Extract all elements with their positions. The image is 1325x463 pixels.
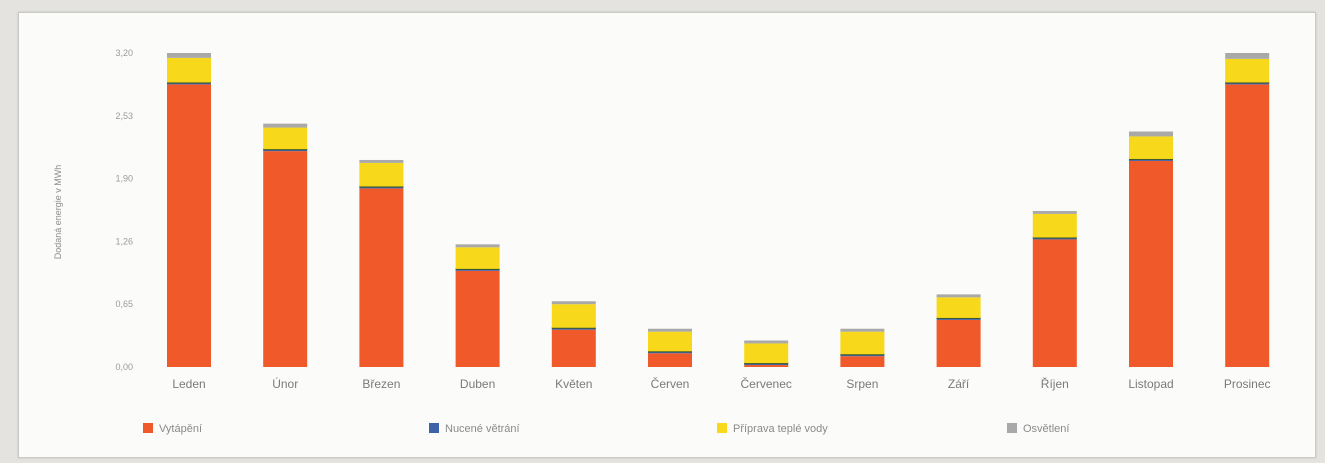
bar-segment: [551, 329, 596, 367]
legend-label: Vytápění: [159, 423, 202, 435]
bar-segment: [1032, 239, 1077, 367]
bar-segment: [840, 331, 885, 355]
bar-segment: [455, 244, 500, 248]
bar-segment: [648, 328, 692, 332]
bar-segment: [455, 247, 500, 269]
y-tick-label: 0,65: [115, 299, 133, 309]
legend-swatch: [717, 423, 727, 433]
bar-segment: [648, 353, 692, 367]
x-tick-label: Květen: [555, 377, 592, 391]
bar-segment: [744, 343, 789, 364]
y-tick-label: 1,90: [115, 174, 133, 184]
x-tick-label: Duben: [460, 377, 495, 391]
bar-divider: [263, 148, 308, 151]
x-tick-label: Srpen: [846, 377, 878, 391]
x-tick-label: Červen: [651, 376, 690, 391]
y-tick-label: 2,53: [115, 111, 133, 121]
bar-segment: [1225, 53, 1270, 59]
bar-segment: [1032, 213, 1077, 238]
legend-label: Nucené větrání: [445, 423, 520, 435]
legend: Vytápění Nucené větrání Příprava teplé vod…: [143, 423, 1069, 435]
y-tick-label: 0,00: [115, 362, 133, 372]
x-tick-label: Leden: [172, 377, 205, 391]
bar-segment: [551, 301, 596, 305]
y-tick-label: 1,26: [115, 236, 133, 246]
chart-panel: [18, 12, 1316, 458]
legend-label: Osvětlení: [1023, 423, 1069, 435]
bar-segment: [167, 57, 211, 83]
legend-swatch: [143, 423, 153, 433]
legend-swatch: [1007, 423, 1017, 433]
bar-segment: [840, 328, 885, 332]
bar-segment: [1225, 58, 1270, 83]
bar-segment: [167, 53, 211, 58]
bar-segment: [359, 188, 404, 367]
bar-segment: [359, 162, 404, 187]
bar-segment: [1129, 160, 1173, 367]
x-axis-tick-labels: Leden Únor Březen Duben Květen Červen Červenec…: [172, 376, 1270, 391]
bar-segment: [455, 270, 500, 367]
bar-segment: [744, 365, 789, 367]
bar-segment: [263, 151, 308, 367]
bar-segment: [551, 304, 596, 328]
bar-segment: [648, 331, 692, 352]
bar-segment: [840, 356, 885, 367]
bar-segment: [936, 297, 981, 318]
x-tick-label: Září: [948, 377, 970, 391]
x-tick-label: Prosinec: [1224, 377, 1271, 391]
bar-segment: [1225, 84, 1270, 368]
y-axis-ticks: 0,00 0,65 1,26 1,90 2,53 3,20: [115, 48, 133, 372]
bar-segment: [167, 84, 211, 368]
y-axis-label: Dodaná energie v MWh: [53, 165, 63, 260]
bar-segment: [1129, 131, 1173, 137]
x-tick-label: Červenec: [741, 376, 792, 391]
bar-segment: [936, 294, 981, 298]
bar-segment: [1129, 136, 1173, 159]
bar-segment: [263, 127, 308, 150]
legend-swatch: [429, 423, 439, 433]
bar-segment: [263, 123, 308, 128]
bar-segment: [1032, 210, 1077, 214]
bar-segment: [359, 159, 404, 163]
x-tick-label: Březen: [362, 377, 400, 391]
x-tick-label: Říjen: [1041, 376, 1069, 391]
x-tick-label: Únor: [272, 376, 298, 391]
y-tick-label: 3,20: [115, 48, 133, 58]
bars-group: [167, 53, 1270, 368]
x-tick-label: Listopad: [1128, 377, 1173, 391]
bar-segment: [744, 340, 789, 344]
bar-segment: [936, 319, 981, 367]
legend-label: Příprava teplé vody: [733, 423, 828, 435]
